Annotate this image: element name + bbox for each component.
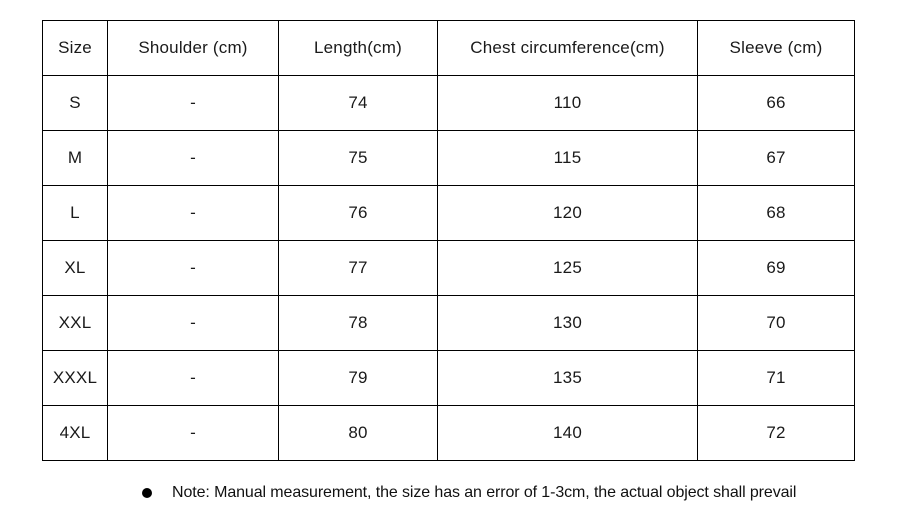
table-cell: XXL xyxy=(42,295,108,351)
table-cell: S xyxy=(42,75,108,131)
table-row-l: L - 76 120 68 xyxy=(42,185,855,241)
column-header-shoulder: Shoulder (cm) xyxy=(107,20,279,76)
table-cell: - xyxy=(107,295,279,351)
table-row-xxxl: XXXL - 79 135 71 xyxy=(42,350,855,406)
table-cell: 120 xyxy=(437,185,698,241)
bullet-icon xyxy=(142,488,152,498)
table-cell: 75 xyxy=(278,130,438,186)
table-cell: 80 xyxy=(278,405,438,461)
table-cell: 72 xyxy=(697,405,855,461)
table-row-4xl: 4XL - 80 140 72 xyxy=(42,405,855,461)
table-cell: - xyxy=(107,185,279,241)
table-cell: - xyxy=(107,130,279,186)
table-cell: 66 xyxy=(697,75,855,131)
table-cell: 4XL xyxy=(42,405,108,461)
table-cell: 115 xyxy=(437,130,698,186)
table-cell: 70 xyxy=(697,295,855,351)
table-cell: 77 xyxy=(278,240,438,296)
table-cell: 135 xyxy=(437,350,698,406)
table-cell: 130 xyxy=(437,295,698,351)
table-cell: 140 xyxy=(437,405,698,461)
table-cell: M xyxy=(42,130,108,186)
size-chart-table: Size Shoulder (cm) Length(cm) Chest circ… xyxy=(42,20,855,461)
measurement-note: Note: Manual measurement, the size has a… xyxy=(142,484,796,502)
column-header-sleeve: Sleeve (cm) xyxy=(697,20,855,76)
table-cell: XL xyxy=(42,240,108,296)
column-header-size: Size xyxy=(42,20,108,76)
table-cell: 67 xyxy=(697,130,855,186)
table-cell: 125 xyxy=(437,240,698,296)
column-header-length: Length(cm) xyxy=(278,20,438,76)
table-row-xl: XL - 77 125 69 xyxy=(42,240,855,296)
table-cell: L xyxy=(42,185,108,241)
table-row-m: M - 75 115 67 xyxy=(42,130,855,186)
table-cell: 78 xyxy=(278,295,438,351)
table-cell: 69 xyxy=(697,240,855,296)
table-cell: XXXL xyxy=(42,350,108,406)
table-row-s: S - 74 110 66 xyxy=(42,75,855,131)
table-cell: 68 xyxy=(697,185,855,241)
table-cell: 76 xyxy=(278,185,438,241)
table-cell: - xyxy=(107,405,279,461)
table-cell: - xyxy=(107,240,279,296)
table-cell: 110 xyxy=(437,75,698,131)
header-row: Size Shoulder (cm) Length(cm) Chest circ… xyxy=(42,20,855,76)
table-cell: 79 xyxy=(278,350,438,406)
note-text: Note: Manual measurement, the size has a… xyxy=(172,484,797,501)
table-cell: - xyxy=(107,75,279,131)
column-header-chest: Chest circumference(cm) xyxy=(437,20,698,76)
table-cell: 71 xyxy=(697,350,855,406)
table-cell: - xyxy=(107,350,279,406)
table-cell: 74 xyxy=(278,75,438,131)
table-row-xxl: XXL - 78 130 70 xyxy=(42,295,855,351)
